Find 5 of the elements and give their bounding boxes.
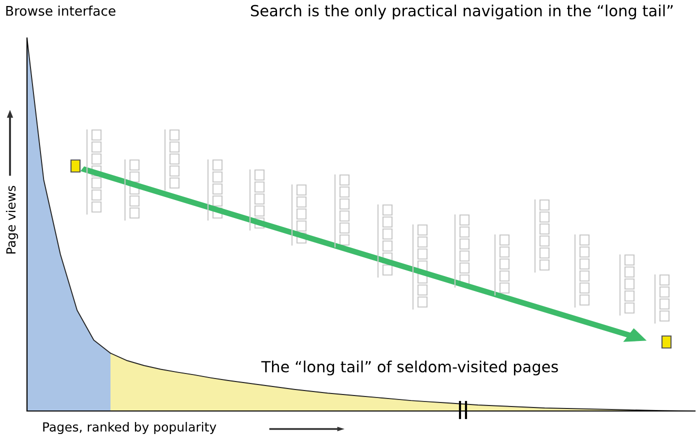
- text: Search is the only practical navigation in the “long tail”: [250, 4, 673, 20]
- x-axis-title: Pages, ranked by popularity: [43, 422, 216, 434]
- text: Browse interface: [6, 6, 116, 16]
- y-axis-title: Page views: [6, 186, 18, 254]
- annotation: The “long tail” of seldom-visited pages: [261, 360, 558, 376]
